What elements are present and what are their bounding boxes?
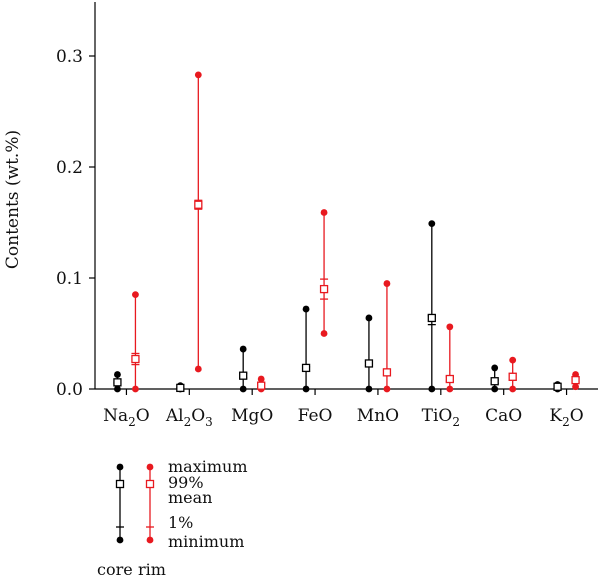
legend-series-label: core (97, 560, 133, 579)
legend-core-min (116, 536, 124, 544)
legend-core-mean (115, 479, 125, 489)
x-tick-label: FeO (298, 406, 333, 426)
rim-min-point (509, 385, 517, 393)
core-mean-point (176, 383, 185, 393)
rim-max-point (383, 280, 391, 287)
core-min-point (239, 385, 247, 393)
legend-label: 99% (168, 473, 204, 492)
legend-label: minimum (168, 532, 244, 551)
x-tick-label: MgO (231, 406, 273, 426)
x-tick-label: CaO (485, 406, 522, 426)
rim-max-point (320, 209, 328, 216)
rim-max-point (132, 291, 139, 299)
legend-rim-max (146, 463, 154, 471)
core-min-point (114, 385, 121, 393)
y-axis-title: Contents (wt.%) (3, 130, 23, 269)
x-tick-label: Na2O (103, 406, 150, 429)
core-mean-point (553, 382, 562, 391)
core-mean-point (301, 363, 311, 373)
core-mean-point (364, 359, 374, 368)
core-max-point (428, 220, 436, 228)
rim-max-point (257, 375, 265, 383)
rim-mean-point (131, 354, 140, 364)
core-min-point (302, 385, 310, 393)
rim-mean-point (571, 375, 580, 385)
legend-rim-mean (145, 479, 155, 489)
core-max-point (114, 371, 121, 378)
x-tick-label: MnO (357, 406, 399, 426)
rim-min-point (446, 385, 454, 393)
core-max-point (239, 345, 247, 353)
legend-series-label: rim (138, 560, 166, 579)
axes: 0.0 0.1 0.2 0.3 Contents (wt.%) Na2O Al2O3 MgO F… (3, 2, 598, 429)
core-min-point (365, 385, 373, 393)
x-tick-label: Al2O3 (165, 406, 213, 429)
y-tick-label: 0.1 (56, 269, 83, 289)
legend-label: mean (168, 488, 212, 507)
core-max-point (302, 305, 310, 313)
rim-min-point (320, 330, 328, 337)
core-min-point (428, 385, 436, 393)
rim-mean-point (382, 368, 392, 377)
rim-min-point (132, 385, 139, 393)
rim-min-point (572, 383, 579, 391)
rim-mean-point (194, 200, 203, 209)
legend-label: maximum (168, 457, 248, 476)
core-min-point (491, 385, 499, 393)
x-tick-label: K2O (549, 406, 583, 429)
core-mean-point (427, 313, 436, 323)
x-tick-label: TiO2 (422, 406, 460, 429)
rim-max-point (194, 71, 202, 79)
core-mean-point (239, 371, 248, 380)
core-max-point (365, 314, 373, 322)
y-tick-label: 0.3 (56, 47, 83, 67)
core-mean-point (113, 378, 122, 387)
legend-rim-min (146, 536, 154, 544)
rim-mean-point (319, 284, 329, 294)
core-mean-point (490, 377, 499, 386)
rim-min-point (194, 365, 202, 373)
rim-min-point (383, 385, 391, 393)
y-tick-label: 0.0 (56, 380, 83, 400)
legend-core-max (116, 463, 124, 471)
chart-marks (113, 71, 580, 393)
rim-mean-point (257, 381, 266, 390)
y-tick-label: 0.2 (56, 158, 83, 178)
legend-label: 1% (168, 513, 193, 532)
core-max-point (491, 364, 499, 372)
rim-max-point (509, 356, 517, 364)
rim-mean-point (445, 374, 454, 384)
rim-mean-point (508, 372, 517, 381)
rim-max-point (446, 323, 454, 331)
